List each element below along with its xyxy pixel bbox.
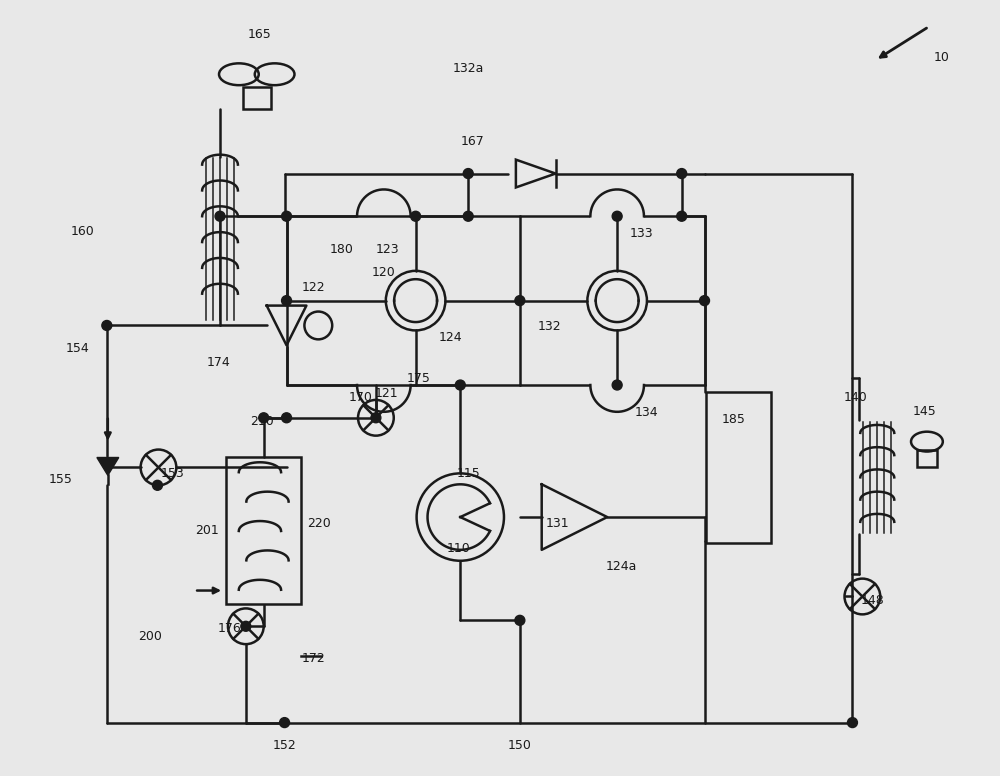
Circle shape [215, 211, 225, 221]
Circle shape [455, 380, 465, 390]
Text: 150: 150 [508, 739, 532, 752]
Text: 115: 115 [456, 467, 480, 480]
Text: 131: 131 [546, 517, 569, 529]
Circle shape [677, 168, 687, 178]
Circle shape [847, 718, 857, 728]
Circle shape [282, 413, 292, 423]
Circle shape [463, 211, 473, 221]
Polygon shape [97, 458, 119, 476]
Circle shape [612, 211, 622, 221]
Text: 167: 167 [460, 135, 484, 148]
Circle shape [612, 380, 622, 390]
Text: 210: 210 [250, 415, 274, 428]
Text: 154: 154 [66, 341, 90, 355]
Text: 132: 132 [538, 320, 561, 333]
Circle shape [700, 296, 709, 306]
Bar [706, 392, 771, 543]
Text: 155: 155 [48, 473, 72, 486]
Text: 160: 160 [71, 224, 95, 237]
Text: 176: 176 [218, 622, 242, 635]
Text: 172: 172 [301, 652, 325, 664]
Text: 153: 153 [160, 467, 184, 480]
Circle shape [411, 211, 421, 221]
Text: 152: 152 [273, 739, 296, 752]
Circle shape [515, 615, 525, 625]
Text: 175: 175 [407, 372, 431, 385]
Text: 122: 122 [302, 281, 325, 294]
Text: 200: 200 [139, 629, 162, 643]
Text: 123: 123 [376, 243, 400, 255]
Circle shape [153, 480, 162, 490]
Bar [226, 458, 301, 605]
Circle shape [102, 320, 112, 331]
Text: 124: 124 [439, 331, 462, 344]
Circle shape [515, 296, 525, 306]
Circle shape [241, 622, 251, 631]
Circle shape [259, 413, 269, 423]
Text: 133: 133 [630, 227, 654, 240]
Text: 201: 201 [195, 525, 219, 538]
Text: 134: 134 [635, 407, 659, 419]
Text: 165: 165 [248, 28, 272, 41]
Circle shape [677, 211, 687, 221]
Text: 185: 185 [721, 414, 745, 426]
Bar [243, 87, 271, 109]
Bar [917, 449, 937, 467]
Text: 132a: 132a [453, 62, 484, 74]
Text: 220: 220 [307, 517, 331, 529]
Text: 124a: 124a [605, 560, 637, 573]
Text: 148: 148 [860, 594, 884, 607]
Circle shape [463, 168, 473, 178]
Text: 10: 10 [934, 51, 950, 64]
Text: 110: 110 [446, 542, 470, 556]
Text: 145: 145 [913, 405, 937, 418]
Circle shape [280, 718, 290, 728]
Circle shape [282, 211, 292, 221]
Circle shape [371, 413, 381, 423]
Text: 120: 120 [372, 266, 396, 279]
Text: 140: 140 [844, 391, 867, 404]
Text: 121: 121 [375, 387, 399, 400]
Text: 170: 170 [349, 391, 373, 404]
Text: 180: 180 [329, 243, 353, 255]
Text: 174: 174 [207, 355, 231, 369]
Circle shape [282, 296, 292, 306]
